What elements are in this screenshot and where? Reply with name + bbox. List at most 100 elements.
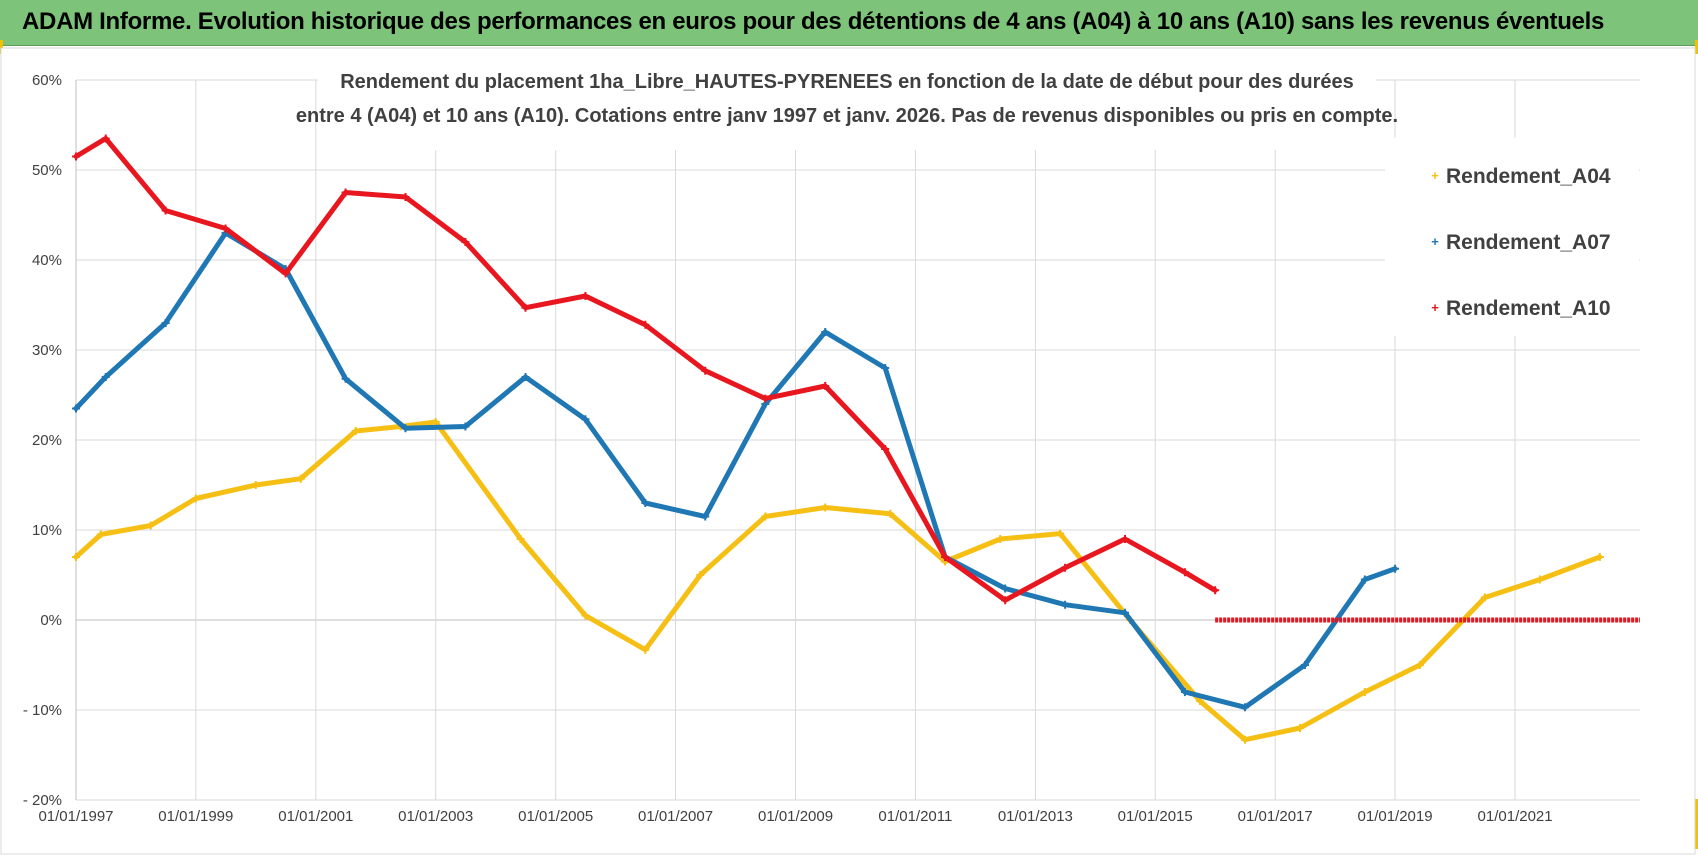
data-point xyxy=(1061,563,1070,572)
x-tick-label: 01/01/2015 xyxy=(1118,808,1193,825)
data-point xyxy=(1595,553,1604,561)
data-point xyxy=(1480,593,1489,602)
data-point xyxy=(1535,575,1544,584)
x-tick-label: 01/01/2017 xyxy=(1238,808,1313,825)
data-point xyxy=(641,645,650,654)
y-tick-label: - 20% xyxy=(23,792,62,809)
data-point xyxy=(1241,703,1250,712)
data-point xyxy=(341,374,350,383)
legend: + Rendement_A04 + Rendement_A07 + Rendem… xyxy=(1385,138,1639,336)
legend-marker-a07: + xyxy=(1431,234,1439,249)
y-tick-label: 60% xyxy=(32,72,62,89)
data-point xyxy=(1211,586,1220,595)
data-point xyxy=(521,303,530,312)
data-point xyxy=(221,224,230,233)
corner-marker-bottom-right xyxy=(1695,799,1698,849)
data-point xyxy=(351,427,360,435)
y-tick-label: 30% xyxy=(32,342,62,359)
data-point xyxy=(516,535,525,543)
data-point xyxy=(1180,688,1189,696)
data-point xyxy=(161,319,170,327)
data-point xyxy=(1180,568,1189,577)
data-point xyxy=(341,188,350,197)
data-point xyxy=(821,382,830,390)
data-point xyxy=(821,328,830,336)
data-point xyxy=(96,530,105,539)
y-tick-label: - 10% xyxy=(23,702,62,719)
data-point xyxy=(251,481,260,489)
data-point xyxy=(641,499,650,507)
x-tick-label: 01/01/2013 xyxy=(998,808,1073,825)
axes: 60% 50% 40% 30% 20% 10% 0% - 10% - 20%01/01/1997… xyxy=(23,72,1553,825)
series-Rendement_A10 xyxy=(72,134,1640,623)
chart-title-line-2: entre 4 (A04) et 10 ans (A10). Cotations… xyxy=(296,105,1398,127)
report-title: ADAM Informe. Evolution historique des p… xyxy=(22,8,1605,35)
data-point xyxy=(72,404,80,413)
legend-label-a04: Rendement_A04 xyxy=(1446,165,1611,188)
data-point xyxy=(701,366,710,375)
x-tick-label: 01/01/2005 xyxy=(518,808,593,825)
data-point xyxy=(701,512,710,521)
data-point xyxy=(581,292,590,300)
data-point xyxy=(1391,564,1400,573)
data-point xyxy=(521,373,530,381)
x-tick-label: 01/01/2021 xyxy=(1478,808,1553,825)
data-point xyxy=(696,571,705,579)
y-tick-label: 50% xyxy=(32,162,62,179)
x-tick-label: 01/01/2009 xyxy=(758,808,833,825)
data-point xyxy=(431,418,440,426)
data-point xyxy=(1360,575,1369,584)
data-point xyxy=(401,193,410,201)
data-point xyxy=(1241,735,1250,744)
data-point xyxy=(581,415,590,424)
data-point xyxy=(461,422,470,431)
corner-marker-top-right xyxy=(1695,40,1698,54)
legend-label-a10: Rendement_A10 xyxy=(1446,297,1611,320)
series-layer xyxy=(72,134,1640,744)
data-point xyxy=(401,424,410,433)
data-point xyxy=(1300,661,1309,669)
data-point xyxy=(1296,724,1305,732)
data-point xyxy=(761,394,770,403)
data-point xyxy=(296,474,305,483)
legend-marker-a04: + xyxy=(1431,168,1439,183)
data-point xyxy=(886,509,895,518)
data-point xyxy=(881,364,890,372)
line-chart: 60% 50% 40% 30% 20% 10% 0% - 10% - 20%01/01/1997… xyxy=(0,47,1696,855)
data-point xyxy=(1360,688,1369,696)
data-point xyxy=(161,206,170,215)
data-point xyxy=(146,521,155,530)
x-tick-label: 01/01/2001 xyxy=(278,808,353,825)
y-tick-label: 0% xyxy=(40,612,62,629)
data-point xyxy=(1001,584,1010,593)
data-point xyxy=(461,238,470,246)
data-point xyxy=(101,134,110,143)
data-point xyxy=(101,373,110,381)
data-point xyxy=(996,535,1005,543)
x-tick-label: 01/01/2007 xyxy=(638,808,713,825)
series-line xyxy=(73,419,1603,743)
data-point xyxy=(821,503,830,512)
data-point xyxy=(1061,600,1070,609)
chart-title-background xyxy=(318,68,1376,150)
data-point xyxy=(641,320,650,329)
legend-marker-a10: + xyxy=(1431,300,1439,315)
data-point xyxy=(1415,661,1424,669)
x-tick-label: 01/01/2019 xyxy=(1358,808,1433,825)
data-point xyxy=(881,445,890,453)
data-point xyxy=(1121,608,1130,617)
data-point xyxy=(1121,535,1130,543)
legend-label-a07: Rendement_A07 xyxy=(1446,231,1611,254)
y-tick-label: 20% xyxy=(32,432,62,449)
data-point xyxy=(72,553,80,561)
data-point xyxy=(281,269,290,278)
y-tick-label: 10% xyxy=(32,522,62,539)
title-banner: ADAM Informe. Evolution historique des p… xyxy=(0,0,1698,46)
x-tick-label: 01/01/2011 xyxy=(878,808,952,825)
chart-title-line-1: Rendement du placement 1ha_Libre_HAUTES-… xyxy=(340,71,1354,93)
data-point xyxy=(72,152,80,161)
corner-marker-top-left xyxy=(0,40,3,54)
data-point xyxy=(761,512,770,521)
data-point xyxy=(581,611,590,620)
x-tick-label: 01/01/1999 xyxy=(158,808,233,825)
